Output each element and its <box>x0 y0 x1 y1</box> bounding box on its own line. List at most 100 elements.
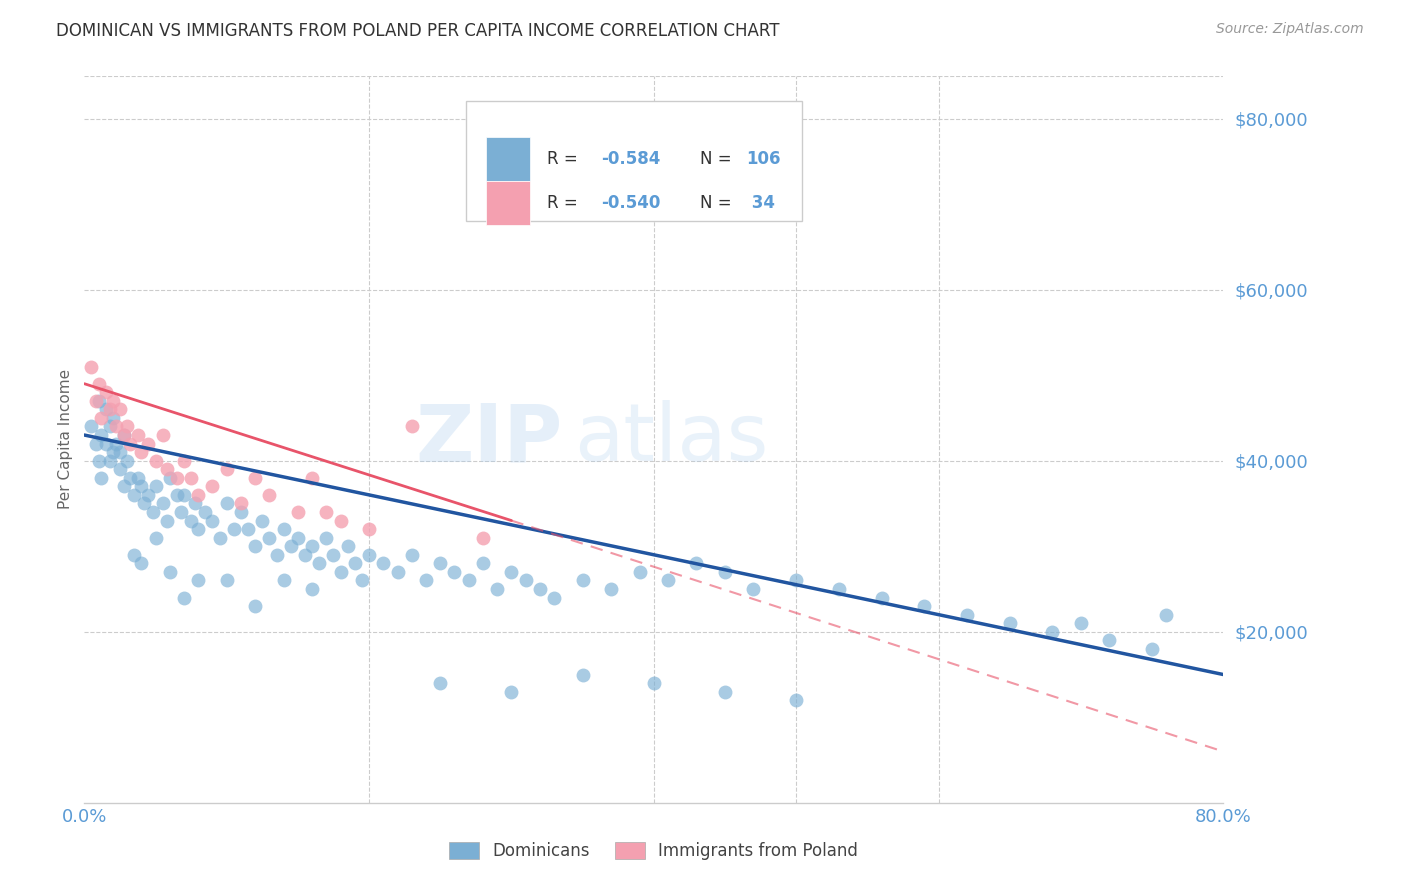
Point <box>457 574 479 588</box>
Point <box>359 522 381 536</box>
Point <box>101 411 124 425</box>
Point <box>301 539 323 553</box>
Point <box>529 582 551 596</box>
Point <box>122 548 145 562</box>
Text: R =: R = <box>547 194 582 212</box>
Point <box>184 496 207 510</box>
Point <box>657 574 679 588</box>
Point <box>187 488 209 502</box>
Point <box>222 522 245 536</box>
Legend: Dominicans, Immigrants from Poland: Dominicans, Immigrants from Poland <box>443 836 865 867</box>
Point <box>131 557 153 571</box>
Point <box>1098 633 1121 648</box>
Point <box>94 385 117 400</box>
Point <box>245 539 267 553</box>
Point <box>152 428 174 442</box>
Point <box>259 531 281 545</box>
Point <box>1042 624 1064 639</box>
Point <box>104 436 127 450</box>
Point <box>187 522 209 536</box>
Point <box>259 488 281 502</box>
Text: 106: 106 <box>747 150 780 168</box>
Point <box>180 514 202 528</box>
Point <box>138 436 160 450</box>
Point <box>180 471 202 485</box>
Point <box>785 574 807 588</box>
Point <box>742 582 765 596</box>
Point <box>215 496 238 510</box>
Text: N =: N = <box>700 150 733 168</box>
Point <box>90 411 112 425</box>
Point <box>287 531 309 545</box>
Point <box>101 445 124 459</box>
Point <box>98 453 121 467</box>
Text: Source: ZipAtlas.com: Source: ZipAtlas.com <box>1216 22 1364 37</box>
Bar <box>486 137 530 181</box>
Point <box>118 436 141 450</box>
Point <box>201 514 224 528</box>
Point <box>229 496 252 510</box>
Point <box>166 471 188 485</box>
Point <box>501 565 523 579</box>
Point <box>273 574 295 588</box>
Point <box>387 565 409 579</box>
Point <box>98 402 121 417</box>
Point <box>401 419 423 434</box>
Point <box>145 453 167 467</box>
Text: ZIP: ZIP <box>415 401 562 478</box>
Point <box>998 616 1021 631</box>
Point <box>785 693 807 707</box>
Point <box>315 531 337 545</box>
Text: R =: R = <box>547 150 582 168</box>
Point <box>350 574 373 588</box>
Point <box>173 488 195 502</box>
Point <box>294 548 316 562</box>
Point <box>101 393 124 408</box>
Point <box>156 514 179 528</box>
Point <box>322 548 344 562</box>
Point <box>373 557 395 571</box>
Text: atlas: atlas <box>574 401 769 478</box>
Point <box>138 488 160 502</box>
Point <box>159 471 181 485</box>
Point <box>215 574 238 588</box>
Point <box>104 419 127 434</box>
Point <box>315 505 337 519</box>
Point <box>308 557 330 571</box>
Point <box>112 428 135 442</box>
Point <box>87 453 110 467</box>
Point <box>94 402 117 417</box>
Point <box>108 462 131 476</box>
Point <box>90 428 112 442</box>
Point <box>145 531 167 545</box>
Point <box>429 557 451 571</box>
Point <box>173 591 195 605</box>
Point <box>201 479 224 493</box>
Point <box>501 684 523 698</box>
Point <box>571 574 593 588</box>
Point <box>714 684 737 698</box>
Point <box>94 436 117 450</box>
Point <box>156 462 179 476</box>
Point <box>252 514 274 528</box>
Point <box>80 419 103 434</box>
Point <box>142 505 165 519</box>
Point <box>1140 641 1163 656</box>
Point <box>229 505 252 519</box>
Y-axis label: Per Capita Income: Per Capita Income <box>58 369 73 509</box>
Point <box>301 582 323 596</box>
Point <box>115 419 138 434</box>
Point <box>515 574 537 588</box>
Point <box>359 548 381 562</box>
Point <box>415 574 437 588</box>
Point <box>301 471 323 485</box>
Point <box>429 676 451 690</box>
Point <box>714 565 737 579</box>
Point <box>1156 607 1178 622</box>
Point <box>215 462 238 476</box>
Point <box>131 479 153 493</box>
Point <box>472 531 495 545</box>
Point <box>280 539 302 553</box>
Text: 34: 34 <box>747 194 775 212</box>
Point <box>108 402 131 417</box>
